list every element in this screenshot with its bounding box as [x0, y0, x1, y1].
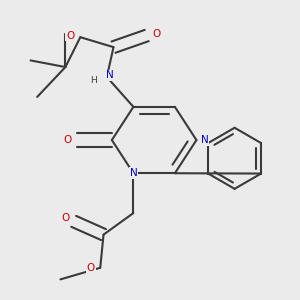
Text: N: N — [106, 70, 114, 80]
Text: H: H — [90, 76, 97, 85]
Text: N: N — [201, 135, 208, 145]
Text: O: O — [61, 213, 70, 223]
Text: O: O — [152, 29, 161, 39]
Text: N: N — [130, 168, 137, 178]
Text: O: O — [87, 263, 95, 273]
Text: O: O — [63, 135, 71, 145]
Text: O: O — [66, 31, 74, 40]
